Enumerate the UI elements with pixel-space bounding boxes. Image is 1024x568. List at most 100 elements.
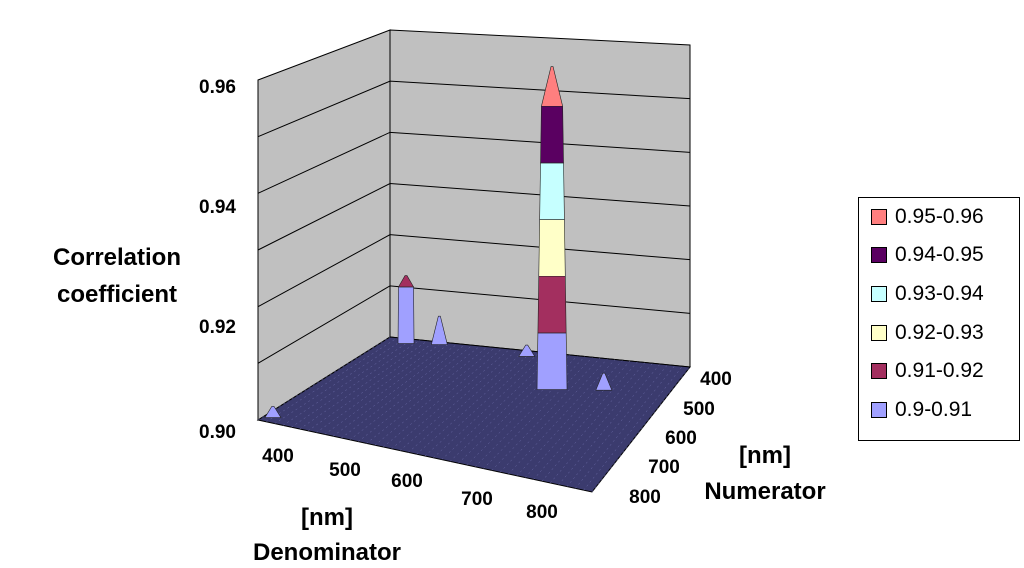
peak-band [541,66,564,107]
numerator-axis-title: Numerator [704,478,825,505]
legend-label: 0.93-0.94 [895,282,984,305]
denominator-tick-label: 700 [461,489,493,510]
legend-swatch [871,363,887,379]
gridline [257,182,691,251]
legend-swatch [871,247,887,263]
legend-label: 0.91-0.92 [895,359,984,382]
floor-mesh-line [575,365,676,489]
floor-mesh-line [533,361,638,480]
floor-mesh-line [316,342,443,433]
floor-mesh-line [299,340,428,430]
floor-mesh-line [307,341,436,432]
z-tick-label: 0.90 [199,422,236,443]
floor-mesh-line [282,339,413,426]
peak-band [536,332,568,390]
floor-mesh-line [441,353,556,460]
z-tick-label: 0.96 [199,77,236,98]
denominator-tick-label: 800 [526,502,558,523]
floor-mesh-line [583,366,683,491]
floor-mesh-line [383,348,503,448]
denominator-tick-label: 500 [329,460,361,481]
floor-mesh-line [291,339,421,428]
floor-mesh-line [525,360,631,478]
gridline [257,131,691,194]
floor-mesh-line [324,342,451,435]
floor-mesh-line [474,356,586,467]
floor-mesh-line [433,352,548,458]
peak-band [595,372,613,391]
legend-item: 0.92-0.93 [871,320,984,346]
numerator-tick-label: 800 [629,487,661,508]
peak-band [397,275,415,288]
peak-band [537,275,567,334]
gridline [257,80,691,138]
floor-mesh-line [541,362,646,482]
floor-mesh-line [408,350,526,453]
peak-band [430,315,448,345]
numerator-tick-label: 600 [665,428,697,449]
gridlines [257,80,691,364]
floor-mesh-line [458,354,571,464]
numerator-tick-label: 500 [683,399,715,420]
peak-band [397,286,415,344]
z-axis-title: Correlation [53,244,181,271]
legend-item: 0.93-0.94 [871,281,984,307]
floor-mesh-line [558,363,661,485]
floor-mesh-line [566,364,668,487]
numerator-tick-label: 700 [648,457,680,478]
floor-mesh-line [366,346,488,444]
floor-mesh-line [333,343,458,437]
numerator-tick-label: 400 [700,369,732,390]
floor-mesh-line [374,347,496,446]
floor-mesh-line [257,336,391,421]
floor-mesh-line [466,355,578,466]
denominator-axis-title: Denominator [253,539,401,566]
floor-mesh-line [416,351,533,455]
floor-mesh-line [399,349,518,451]
legend-item: 0.91-0.92 [871,358,984,384]
floor-mesh-line [591,366,691,493]
floor-mesh-line [491,357,601,471]
floor-mesh-line [274,338,406,424]
legend-swatch [871,286,887,302]
floor-mesh-line [508,359,616,475]
z-axis-title: coefficient [57,281,177,308]
peak-band [518,344,536,357]
surface-floor [256,336,691,493]
legend-swatch [871,209,887,225]
floor-mesh-line [341,344,466,439]
floor-mesh-line [499,358,608,473]
floor-mesh-line [349,345,473,440]
peak-band [538,219,566,277]
floor-mesh-line [424,351,541,457]
peaks [264,66,613,418]
legend-label: 0.92-0.93 [895,321,984,344]
legend-label: 0.95-0.96 [895,205,984,228]
floor-mesh-line [358,345,481,442]
floor-mesh-line [483,357,593,469]
legend-item: 0.94-0.95 [871,242,984,268]
z-tick-label: 0.92 [199,317,236,338]
peak-band [264,405,282,418]
legend-item: 0.95-0.96 [871,204,984,230]
gridline [257,285,691,364]
z-tick-label: 0.94 [199,197,236,218]
floor-mesh-line [449,354,563,462]
denominator-tick-label: 400 [262,446,294,467]
denominator-axis-title: [nm] [301,504,353,531]
floor-mesh-line [391,348,511,449]
legend: 0.95-0.96 0.94-0.95 0.93-0.94 0.92-0.93 … [858,197,1020,441]
legend-item: 0.9-0.91 [871,397,972,423]
legend-label: 0.9-0.91 [895,398,973,421]
floor-mesh-line [266,337,398,423]
floor-mesh-line [550,363,653,484]
denominator-tick-label: 600 [391,471,423,492]
legend-label: 0.94-0.95 [895,243,984,266]
peak-band [539,162,565,220]
peak-band [540,105,564,164]
numerator-axis-title: [nm] [739,442,791,469]
legend-swatch [871,402,887,418]
gridline [257,234,691,308]
legend-swatch [871,325,887,341]
